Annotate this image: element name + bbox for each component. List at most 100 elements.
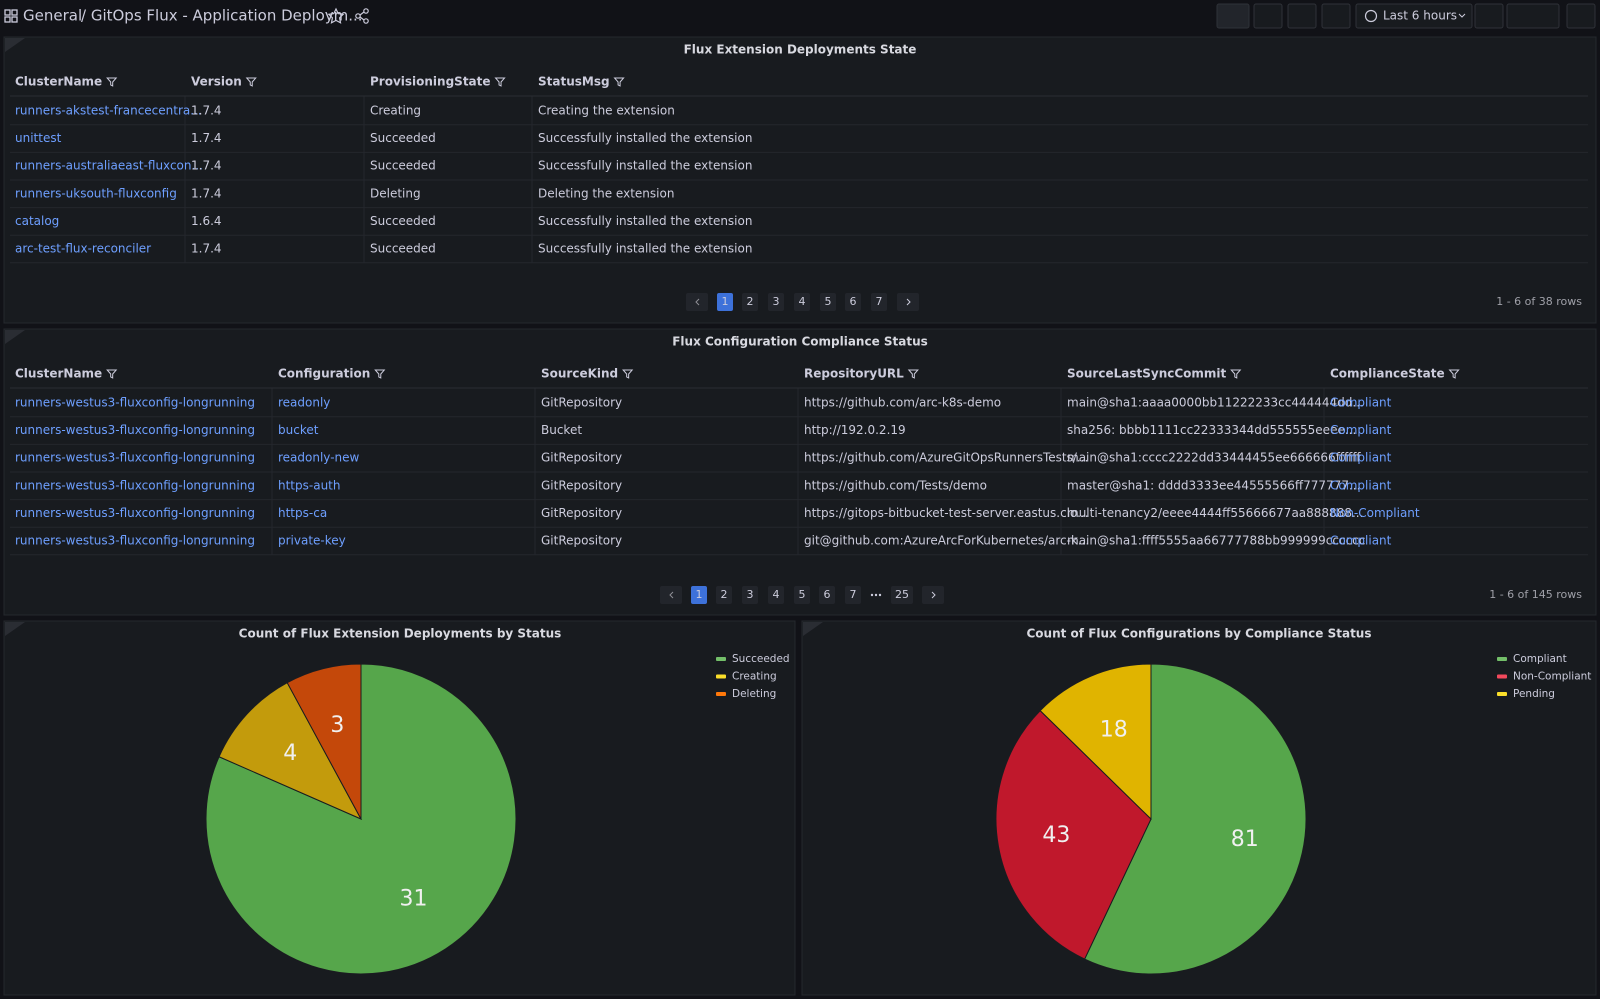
page-button[interactable]	[742, 293, 758, 311]
page-button[interactable]	[691, 586, 707, 604]
filter-icon[interactable]	[613, 77, 625, 87]
column-header[interactable]: Version	[191, 75, 242, 89]
cell[interactable]: Compliant	[1330, 451, 1392, 465]
ellipsis	[870, 593, 874, 597]
filter-icon[interactable]	[494, 77, 506, 87]
cell[interactable]: catalog	[15, 214, 59, 228]
filter-icon[interactable]	[106, 369, 118, 379]
cell[interactable]: Compliant	[1330, 534, 1392, 548]
filter-icon[interactable]	[622, 369, 634, 379]
column-header[interactable]: RepositoryURL	[804, 367, 904, 381]
column-header[interactable]: SourceLastSyncCommit	[1067, 367, 1227, 381]
prev-page[interactable]	[686, 293, 708, 311]
page-number[interactable]: 25	[895, 588, 909, 601]
filter-icon[interactable]	[1448, 369, 1460, 379]
cell[interactable]: runners-akstest-francecentra...	[15, 104, 202, 118]
refresh-button[interactable]	[1506, 3, 1560, 29]
column-header[interactable]: SourceKind	[541, 367, 618, 381]
cell[interactable]: readonly	[278, 396, 330, 410]
page-button[interactable]	[845, 586, 861, 604]
page-number[interactable]: 6	[824, 588, 831, 601]
page-button[interactable]	[768, 293, 784, 311]
page-button[interactable]	[820, 293, 836, 311]
legend-label[interactable]: Creating	[732, 671, 777, 683]
apps-icon[interactable]	[4, 9, 18, 23]
filter-icon[interactable]	[1230, 369, 1242, 379]
filter-icon[interactable]	[907, 369, 919, 379]
cell[interactable]: readonly-new	[278, 451, 360, 465]
cell[interactable]: Non-Compliant	[1330, 506, 1420, 520]
page-number[interactable]: 3	[747, 588, 754, 601]
cell[interactable]: https-ca	[278, 506, 327, 520]
star-icon[interactable]	[327, 7, 345, 24]
cell[interactable]: Compliant	[1330, 396, 1392, 410]
page-button[interactable]	[717, 293, 733, 311]
page-button[interactable]	[768, 586, 784, 604]
cell[interactable]: runners-westus3-fluxconfig-longrunning	[15, 506, 255, 520]
page-button[interactable]	[871, 293, 887, 311]
slice-label: 31	[400, 886, 428, 911]
page-number[interactable]: 7	[876, 295, 883, 308]
cell[interactable]: runners-australiaeast-fluxcon...	[15, 159, 203, 173]
column-header[interactable]: ClusterName	[15, 367, 102, 381]
page-button[interactable]	[794, 293, 810, 311]
breadcrumb-root[interactable]: General	[23, 7, 82, 25]
page-number[interactable]: 7	[850, 588, 857, 601]
info-button[interactable]	[1287, 3, 1317, 29]
filter-icon[interactable]	[374, 369, 386, 379]
page-number[interactable]: 2	[721, 588, 728, 601]
time-picker[interactable]	[1355, 3, 1473, 29]
page-button[interactable]	[819, 586, 835, 604]
chart-title: Count of Flux Configurations by Complian…	[1027, 627, 1372, 641]
cell[interactable]: private-key	[278, 534, 346, 548]
legend-label[interactable]: Succeeded	[732, 653, 790, 665]
page-button[interactable]	[845, 293, 861, 311]
page-number[interactable]: 6	[850, 295, 857, 308]
column-header[interactable]: StatusMsg	[538, 75, 610, 89]
cell[interactable]: https-auth	[278, 478, 340, 492]
settings-button[interactable]	[1321, 3, 1351, 29]
share-icon[interactable]	[355, 8, 369, 24]
save-button[interactable]	[1253, 3, 1283, 29]
cell[interactable]: unittest	[15, 131, 62, 145]
cell[interactable]: runners-uksouth-fluxconfig	[15, 186, 177, 200]
cell[interactable]: runners-westus3-fluxconfig-longrunning	[15, 451, 255, 465]
page-number[interactable]: 5	[825, 295, 832, 308]
page-number[interactable]: 3	[773, 295, 780, 308]
page-number[interactable]: 5	[799, 588, 806, 601]
next-page[interactable]	[922, 586, 944, 604]
panel-corner	[5, 330, 25, 344]
column-header[interactable]: ClusterName	[15, 75, 102, 89]
cell[interactable]: arc-test-flux-reconciler	[15, 242, 151, 256]
filter-icon[interactable]	[245, 77, 257, 87]
page-button[interactable]	[891, 586, 913, 604]
page-number[interactable]: 4	[799, 295, 806, 308]
column-header[interactable]: Configuration	[278, 367, 370, 381]
zoom-out-button[interactable]	[1474, 3, 1504, 29]
cell[interactable]: bucket	[278, 423, 319, 437]
page-number[interactable]: 2	[747, 295, 754, 308]
prev-page[interactable]	[660, 586, 682, 604]
tv-mode-button[interactable]	[1566, 3, 1596, 29]
cell[interactable]: Compliant	[1330, 478, 1392, 492]
page-button[interactable]	[716, 586, 732, 604]
next-page[interactable]	[897, 293, 919, 311]
cell[interactable]: runners-westus3-fluxconfig-longrunning	[15, 478, 255, 492]
legend-label[interactable]: Deleting	[732, 688, 776, 700]
legend-label[interactable]: Non-Compliant	[1513, 671, 1591, 683]
page-button[interactable]	[794, 586, 810, 604]
page-button[interactable]	[742, 586, 758, 604]
cell[interactable]: runners-westus3-fluxconfig-longrunning	[15, 423, 255, 437]
cell[interactable]: runners-westus3-fluxconfig-longrunning	[15, 534, 255, 548]
add-panel-button[interactable]	[1216, 3, 1250, 29]
column-header[interactable]: ComplianceState	[1330, 367, 1445, 381]
filter-icon[interactable]	[106, 77, 118, 87]
page-number[interactable]: 1	[722, 295, 729, 308]
legend-label[interactable]: Compliant	[1513, 653, 1567, 665]
legend-label[interactable]: Pending	[1513, 688, 1555, 700]
page-number[interactable]: 4	[773, 588, 780, 601]
cell[interactable]: runners-westus3-fluxconfig-longrunning	[15, 396, 255, 410]
column-header[interactable]: ProvisioningState	[370, 75, 491, 89]
page-number[interactable]: 1	[696, 588, 703, 601]
cell[interactable]: Compliant	[1330, 423, 1392, 437]
